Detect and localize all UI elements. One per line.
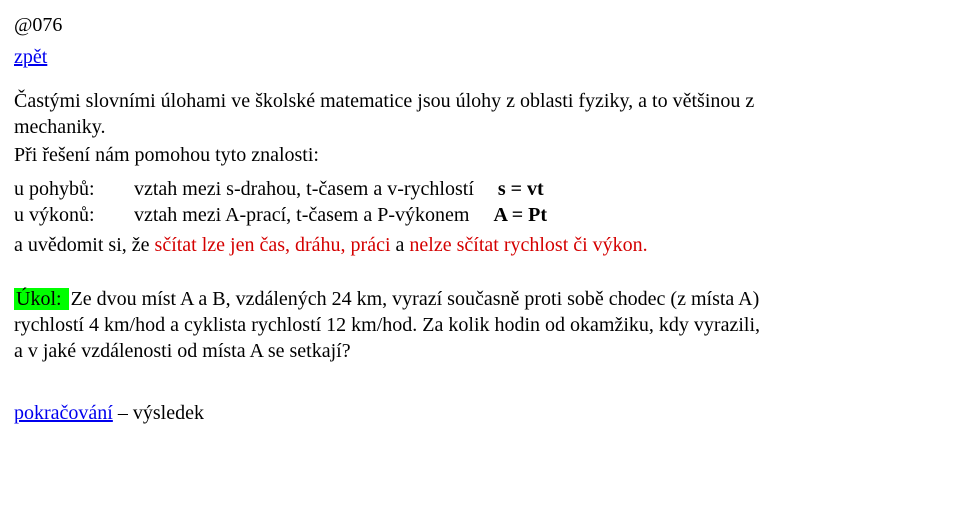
aware-red-2: nelze sčítat rychlost či výkon.	[409, 234, 647, 256]
aware-mid: a	[391, 234, 410, 256]
aware-line: a uvědomit si, že sčítat lze jen čas, dr…	[14, 232, 945, 258]
power-row: u výkonů: vztah mezi A-prací, t-časem a …	[14, 202, 945, 228]
task-block: Úkol: Ze dvou míst A a B, vzdálených 24 …	[14, 286, 945, 364]
lead-line: Při řešení nám pomohou tyto znalosti:	[14, 142, 945, 168]
motion-row: u pohybů: vztah mezi s-drahou, t-časem a…	[14, 176, 945, 202]
power-label: u výkonů:	[14, 202, 124, 228]
motion-desc: vztah mezi s-drahou, t-časem a v-rychlos…	[124, 176, 474, 202]
motion-eq: s = vt	[498, 176, 544, 202]
continue-link[interactable]: pokračování	[14, 402, 113, 424]
aware-red-1: sčítat lze jen čas, dráhu, práci	[155, 234, 391, 256]
motion-label: u pohybů:	[14, 176, 124, 202]
page-code: @076	[14, 12, 945, 38]
task-line-1: Ze dvou míst A a B, vzdálených 24 km, vy…	[71, 288, 760, 310]
intro-line-1: Častými slovními úlohami ve školské mate…	[14, 90, 754, 112]
aware-lead: a uvědomit si, že	[14, 234, 155, 256]
task-label: Úkol:	[14, 288, 69, 310]
task-line-3: a v jaké vzdálenosti od místa A se setka…	[14, 340, 351, 362]
continue-tail: – výsledek	[113, 402, 204, 424]
task-line-2: rychlostí 4 km/hod a cyklista rychlostí …	[14, 314, 760, 336]
back-link[interactable]: zpět	[14, 46, 47, 68]
intro-line-2: mechaniky.	[14, 116, 105, 138]
power-desc: vztah mezi A-prací, t-časem a P-výkonem	[124, 202, 469, 228]
power-eq: A = Pt	[493, 202, 547, 228]
footer-line: pokračování – výsledek	[14, 400, 945, 426]
